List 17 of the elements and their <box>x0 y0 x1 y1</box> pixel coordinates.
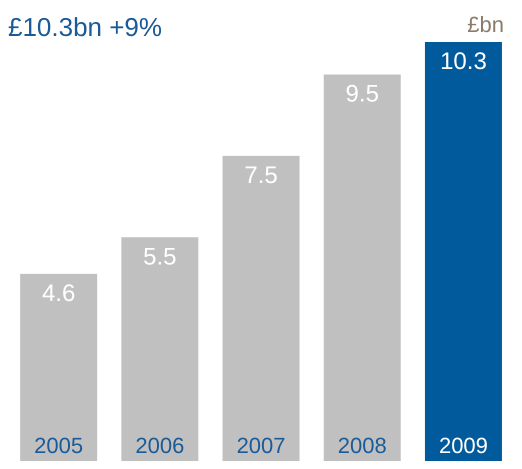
bar <box>121 237 198 461</box>
data-label: 7.5 <box>244 162 278 189</box>
chart-title: £10.3bn +9% <box>8 12 162 43</box>
data-label: 10.3 <box>440 48 487 76</box>
data-label: 5.5 <box>143 243 177 270</box>
data-label: 4.6 <box>42 280 76 307</box>
x-tick-label: 2007 <box>236 433 286 458</box>
y-axis-title: £bn <box>467 12 504 38</box>
bar <box>324 74 401 461</box>
bar <box>222 156 300 461</box>
x-tick-label: 2009 <box>438 433 488 458</box>
x-tick-label: 2008 <box>338 433 387 458</box>
x-tick-label: 2005 <box>34 433 84 458</box>
bar <box>20 274 98 461</box>
bar <box>424 42 502 461</box>
x-tick-label: 2006 <box>135 433 184 458</box>
data-label: 9.5 <box>346 80 379 108</box>
